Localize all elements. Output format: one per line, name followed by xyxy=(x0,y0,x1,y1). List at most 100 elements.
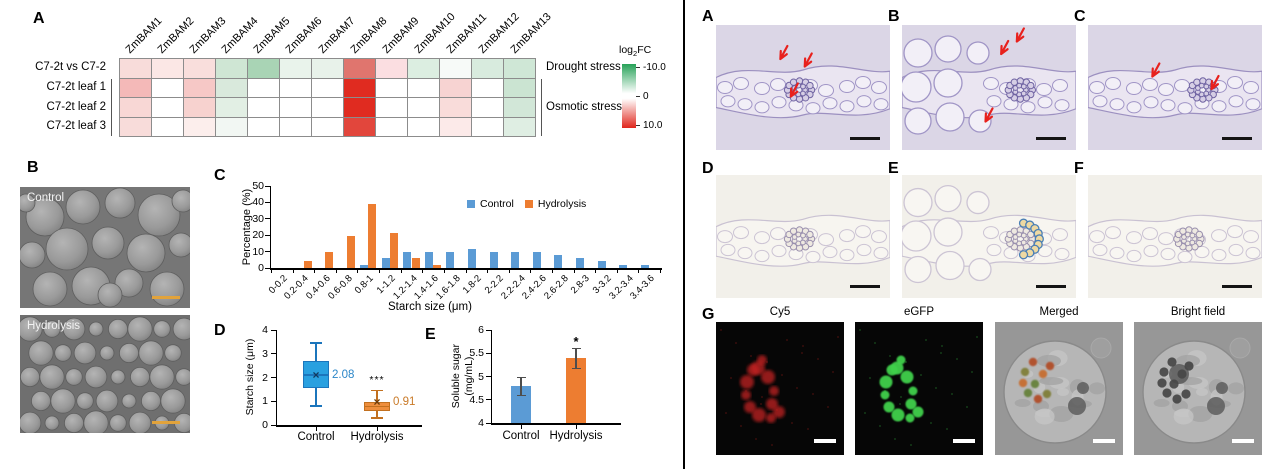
red-arrow-annotation xyxy=(779,44,789,61)
heatmap-cell xyxy=(248,117,279,136)
micrograph-image xyxy=(1088,175,1262,298)
histogram-x-axis-title: Starch size (μm) xyxy=(388,301,472,313)
confocal-image-egfp xyxy=(855,322,983,455)
histogram-x-tick xyxy=(508,269,510,273)
box-mean-value-label: 0.91 xyxy=(393,396,416,409)
error-bar-cap xyxy=(571,368,581,370)
heatmap-legend-tick-label: -10.0 xyxy=(643,62,666,73)
heatmap-cell xyxy=(216,78,247,97)
barchart-bar xyxy=(566,357,586,423)
histogram-y-tick-label: 20 xyxy=(252,229,264,242)
box-mean-value-label: 2.08 xyxy=(332,368,355,381)
histogram-bar-control xyxy=(489,251,498,268)
red-arrow-annotation xyxy=(984,107,994,123)
histogram-x-tick xyxy=(573,269,575,273)
heatmap-cell xyxy=(408,59,439,78)
micro-panel-label: B xyxy=(888,8,900,25)
heatmap-cell xyxy=(472,98,503,117)
sem-control-scalebar xyxy=(152,296,180,299)
box-median-line xyxy=(303,374,329,376)
micrograph-scalebar xyxy=(1222,285,1252,288)
histogram-bar-hydrolysis xyxy=(303,261,312,268)
confocal-channel-label: Bright field xyxy=(1170,306,1226,318)
red-arrow-annotation xyxy=(803,52,813,68)
micrograph-scalebar xyxy=(850,285,880,288)
heatmap-cell xyxy=(376,98,407,117)
panel-b-label: B xyxy=(27,159,39,176)
leaf-group-bracket-left xyxy=(111,79,112,136)
heatmap-cell xyxy=(152,78,183,97)
histogram-x-tick xyxy=(595,269,597,273)
histogram-x-tick xyxy=(530,269,532,273)
confocal-scalebar xyxy=(953,439,975,443)
micrograph-image xyxy=(716,25,890,150)
boxplot-y-tick-label: 4 xyxy=(262,324,268,336)
micrograph-image xyxy=(902,25,1076,150)
red-arrow-annotation xyxy=(1000,39,1010,56)
confocal-egfp-image xyxy=(855,322,983,455)
histogram-bar-control xyxy=(576,258,585,268)
barchart-category-label: Control xyxy=(502,430,540,442)
boxplot-y-tick-label: 2 xyxy=(262,371,268,384)
barchart-x-tick xyxy=(576,424,578,429)
histogram-y-tick-label: 10 xyxy=(252,245,264,258)
error-bar-cap xyxy=(516,395,526,397)
heatmap-cell xyxy=(408,117,439,136)
micro-panel-label: C xyxy=(1074,8,1086,25)
micro-panel-label: D xyxy=(702,160,714,177)
histogram-bar-control xyxy=(511,251,520,268)
heatmap-cell xyxy=(376,117,407,136)
barchart-bar xyxy=(511,385,531,423)
histogram-bar-control xyxy=(554,254,563,268)
heatmap-legend-tick-label: 10.0 xyxy=(643,120,663,131)
micro-panel-label: F xyxy=(1074,160,1084,177)
error-bar-cap xyxy=(571,347,581,349)
heatmap-row-label: C7-2t leaf 2 xyxy=(46,100,106,113)
micrograph-f xyxy=(1088,175,1262,298)
box-median-line xyxy=(364,405,390,408)
heatmap-cell xyxy=(280,117,311,136)
heatmap-cell xyxy=(440,59,471,78)
heatmap-cell xyxy=(248,78,279,97)
heatmap-cell xyxy=(408,78,439,97)
histogram-x-tick xyxy=(616,269,618,273)
histogram-x-tick xyxy=(379,269,381,273)
boxplot-category-label: Control xyxy=(297,431,335,443)
histogram-bar-hydrolysis xyxy=(346,236,355,268)
heatmap-cell xyxy=(376,59,407,78)
heatmap-row-label: C7-2t vs C7-2 xyxy=(35,61,106,73)
error-bar xyxy=(520,376,522,396)
heatmap-column-labels: ZmBAM1 ZmBAM2 ZmBAM3 ZmBAM4 ZmBAM5 ZmBAM6 ZmBA… xyxy=(119,0,554,57)
heatmap-cell xyxy=(184,78,215,97)
micrograph-c xyxy=(1088,25,1262,150)
histogram-bar-hydrolysis xyxy=(433,264,442,268)
histogram-x-tick xyxy=(465,269,467,273)
boxplot-y-tick xyxy=(270,329,276,331)
heatmap-legend-tick xyxy=(636,67,640,68)
confocal-scalebar xyxy=(814,439,836,443)
barchart-y-tick xyxy=(485,352,491,354)
error-bar xyxy=(575,347,577,369)
sem-control-caption: Control xyxy=(27,192,65,204)
histogram-x-tick xyxy=(335,269,337,273)
box-whisker-cap xyxy=(310,405,322,407)
heatmap-cell xyxy=(312,78,343,97)
histogram-legend: Control Hydrolysis xyxy=(467,198,592,210)
micrograph-d xyxy=(716,175,890,298)
heatmap-cell xyxy=(184,117,215,136)
heatmap-cell xyxy=(216,59,247,78)
heatmap-cell xyxy=(184,59,215,78)
confocal-channel-label: eGFP xyxy=(903,306,935,318)
histogram-bar-control xyxy=(468,249,476,268)
heatmap-cell xyxy=(504,98,535,117)
sem-image-hydrolysis: Hydrolysis xyxy=(20,315,190,433)
histogram-y-tick xyxy=(264,185,270,187)
micro-panel-label: A xyxy=(702,8,714,25)
histogram-y-tick-label: 30 xyxy=(252,212,264,225)
barchart-y-axis-title: Soluble sugar (mg/mL) xyxy=(449,344,475,409)
heatmap-cell xyxy=(440,78,471,97)
barchart-y-tick-label: 5 xyxy=(478,370,484,383)
barchart-y-tick xyxy=(485,376,491,378)
histogram-y-tick xyxy=(264,201,270,204)
heatmap-cell xyxy=(504,59,535,78)
